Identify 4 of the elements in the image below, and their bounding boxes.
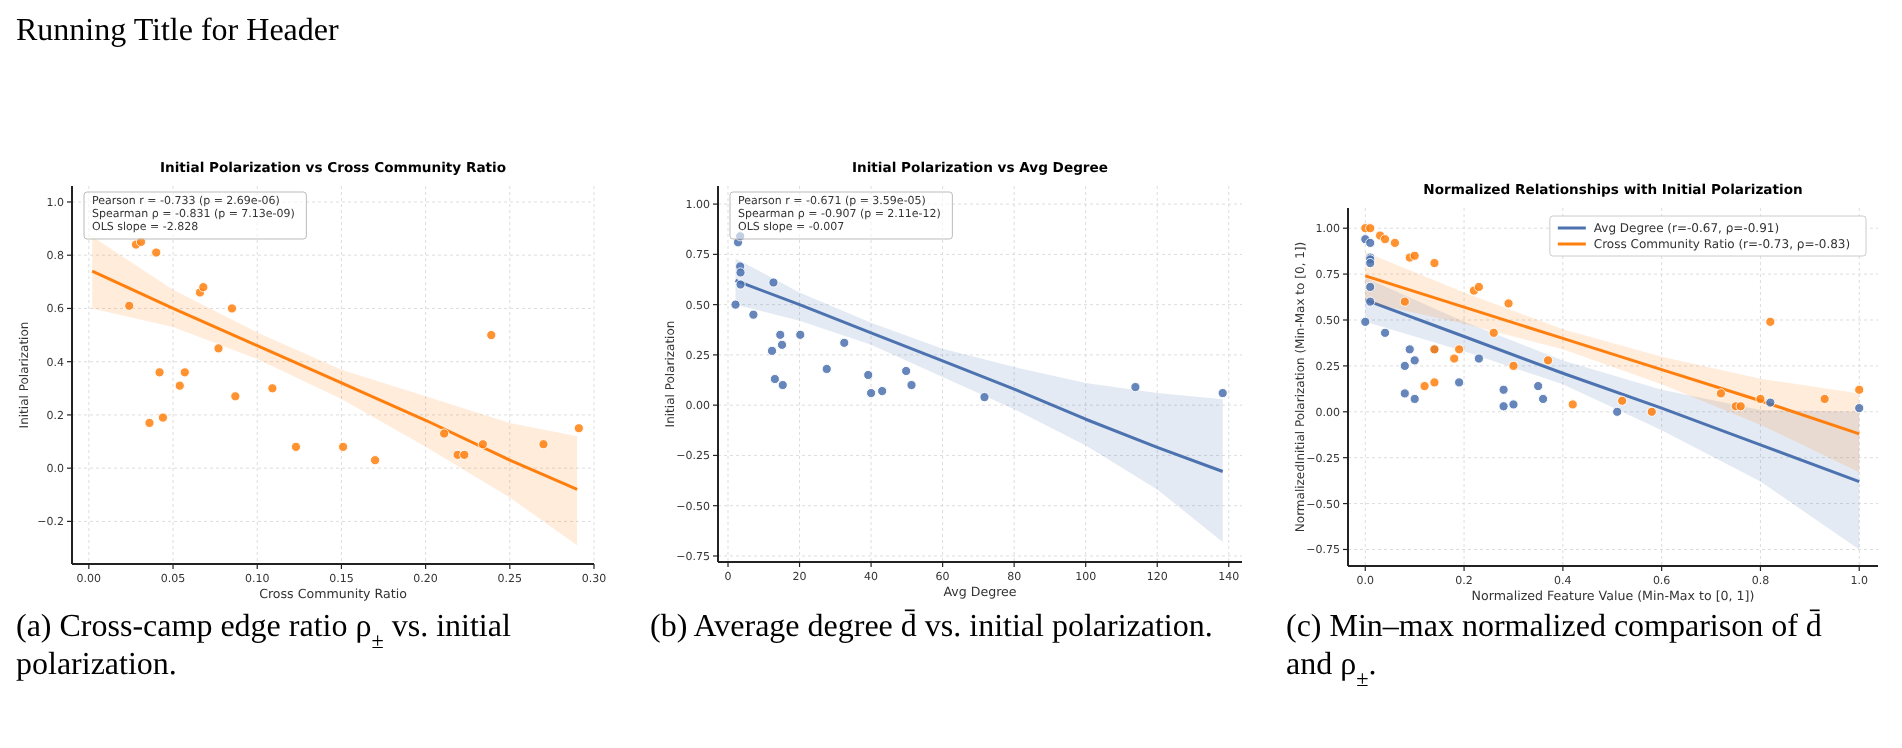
text: (b) Average degree d̄ vs. initial polarization. bbox=[650, 608, 1213, 644]
text: Running Title for Header bbox=[16, 14, 340, 48]
text: (a) Cross-camp edge ratio ρ$_{±}$ vs. initial polarization. bbox=[16, 610, 511, 682]
text: (c) Min–max normalized comparison of d̄ and ρ$_{±}$. bbox=[1286, 608, 1822, 692]
